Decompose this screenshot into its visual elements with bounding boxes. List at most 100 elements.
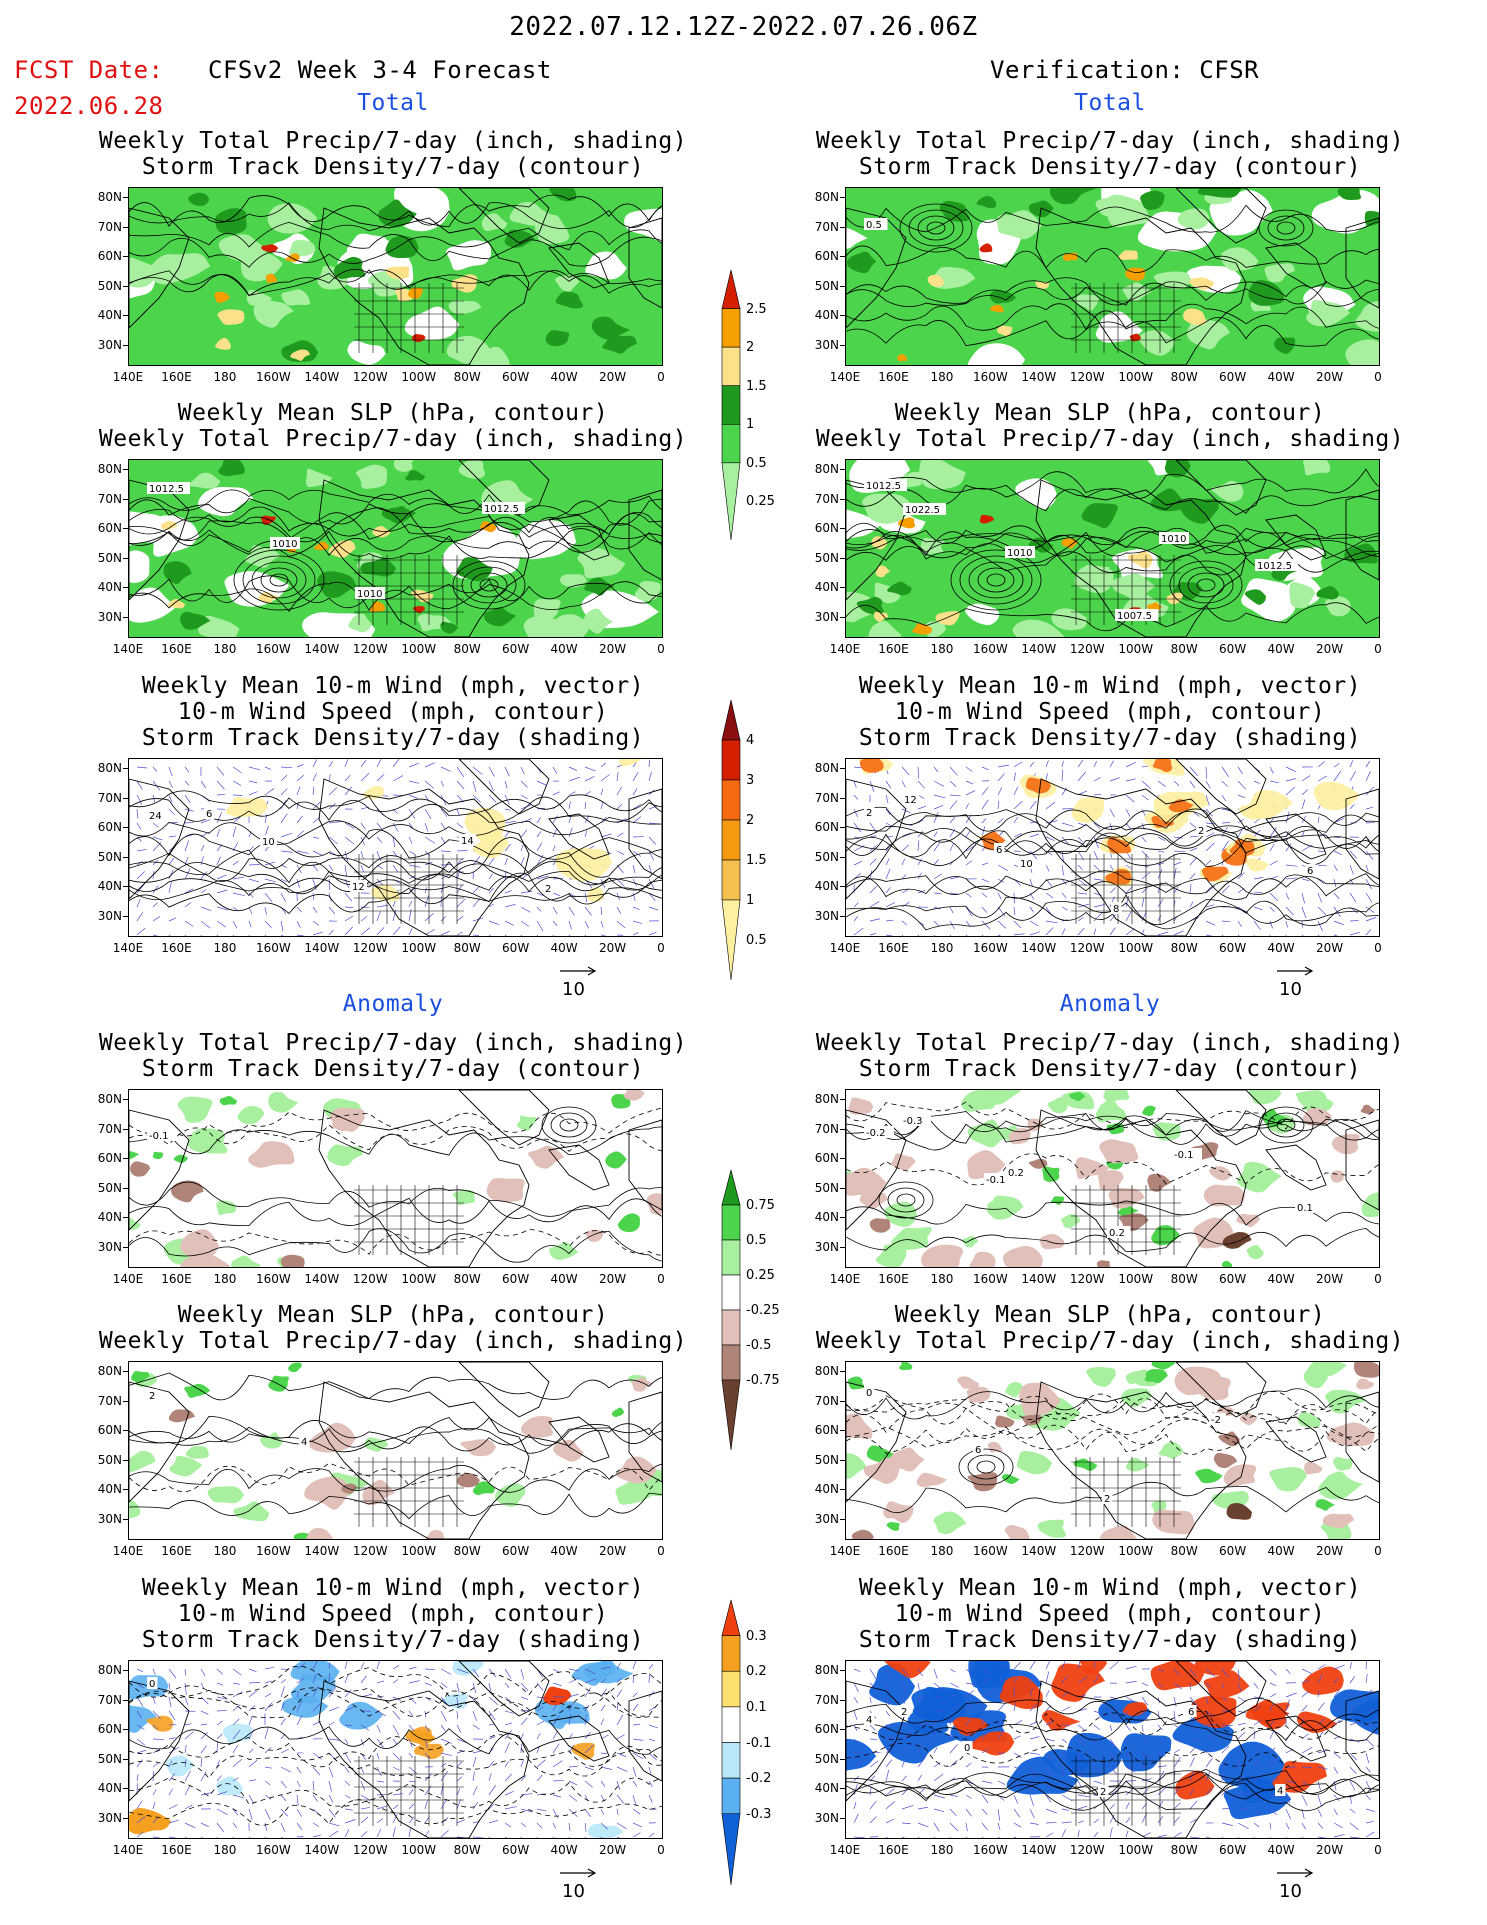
coastline — [846, 1109, 907, 1231]
wind-vector — [981, 1678, 990, 1684]
shading-blob — [1028, 1158, 1048, 1169]
wind-vector — [392, 1814, 398, 1824]
panel-title: Storm Track Density/7-day (contour) — [141, 1056, 645, 1082]
wind-vector — [216, 1775, 222, 1782]
lat-tick-mark — [123, 256, 128, 257]
wind-vector — [869, 1787, 872, 1796]
wind-vector — [184, 794, 191, 804]
wind-vector — [853, 1836, 865, 1838]
wind-vector — [440, 1798, 448, 1810]
shading-blob — [1194, 1661, 1236, 1676]
shading-blob — [1264, 263, 1296, 283]
shading-blob — [407, 287, 424, 299]
wind-vector — [885, 1769, 890, 1782]
shading-blob — [484, 607, 517, 627]
wind-vector — [200, 819, 211, 824]
lon-tick: 120W — [352, 370, 388, 384]
wind-vector — [328, 929, 334, 936]
wind-vector — [1061, 787, 1068, 796]
wind-vector — [408, 1789, 414, 1796]
wind-vector — [456, 822, 464, 829]
colorbar-label: 2 — [746, 813, 755, 828]
wind-vector — [997, 773, 1005, 782]
wind-vector — [392, 836, 396, 848]
wind-vector — [632, 1822, 643, 1828]
wind-vector — [568, 1703, 574, 1712]
wind-vector — [344, 850, 349, 862]
colorbar-segment — [721, 1777, 741, 1815]
contour-line — [846, 1395, 1379, 1425]
wind-vector — [901, 889, 909, 894]
wind-vector — [344, 1808, 353, 1811]
contour-line — [129, 1777, 662, 1808]
wind-vector — [1349, 932, 1360, 936]
wind-vector — [1157, 898, 1164, 908]
contour-label: 6 — [1307, 866, 1313, 877]
lat-tick-mark — [840, 285, 845, 287]
coastline — [129, 1381, 190, 1503]
wind-vector — [488, 887, 494, 894]
lon-tick: 160E — [161, 1544, 192, 1558]
lat-tick-mark — [840, 616, 845, 618]
wind-vector — [901, 858, 906, 866]
wind-vector — [1045, 1690, 1050, 1698]
wind-vector — [456, 1668, 469, 1674]
lon-tick: 160W — [972, 1544, 1008, 1558]
wind-vector — [1349, 1706, 1356, 1712]
contour-ring — [1267, 1112, 1305, 1138]
wind-vector — [1061, 906, 1068, 911]
wind-vector — [1189, 780, 1196, 789]
wind-vector — [584, 1668, 596, 1675]
lat-tick: 40N — [97, 308, 122, 322]
contour-label: 1012.5 — [1257, 561, 1292, 572]
coastline — [1345, 1391, 1379, 1483]
lon-tick: 60W — [502, 642, 530, 656]
wind-vector — [456, 898, 466, 908]
shading-blob — [1192, 1376, 1231, 1401]
wind-vector — [168, 1804, 178, 1810]
wind-vector — [184, 1744, 187, 1754]
wind-vector — [360, 759, 367, 768]
shading-blob — [1083, 564, 1110, 586]
lat-tick-mark — [840, 1788, 845, 1789]
wind-vector — [424, 1682, 433, 1686]
wind-vector — [1157, 1816, 1164, 1824]
shading-blob — [168, 1409, 196, 1423]
wind-vector — [136, 861, 143, 866]
wind-vector — [917, 872, 922, 880]
wind-vector — [1301, 789, 1308, 796]
wind-vector — [1109, 1804, 1115, 1810]
contour-ring — [1178, 566, 1234, 604]
contour-line — [846, 533, 1379, 563]
contour-line — [129, 511, 662, 543]
wind-vector — [933, 831, 938, 838]
wind-vector — [168, 1760, 173, 1768]
wind-vector — [504, 1822, 512, 1828]
lat-tick: 50N — [97, 278, 122, 293]
wind-vector — [456, 780, 465, 790]
wind-vector — [965, 1682, 975, 1685]
colorbar-label: 0.2 — [746, 1664, 767, 1680]
wind-vector — [965, 1704, 971, 1712]
wind-vector — [328, 1830, 339, 1838]
wind-vector — [853, 1813, 859, 1824]
wind-vector — [901, 1758, 906, 1768]
wind-vector — [997, 800, 1000, 810]
wind-vector — [981, 1836, 984, 1838]
wind-vector — [1125, 1752, 1131, 1759]
wind-vector — [997, 1688, 1004, 1698]
wind-vector — [1189, 1836, 1200, 1838]
lat-tick-mark — [840, 226, 845, 228]
shading-blob — [846, 1453, 867, 1479]
wind-vector — [1317, 850, 1326, 853]
wind-vector — [600, 1766, 612, 1770]
contour-label: 1007.5 — [1117, 611, 1152, 622]
wind-vector — [853, 780, 857, 788]
wind-vector — [1141, 897, 1145, 908]
lon-tick: 140E — [112, 941, 144, 955]
contour-line — [129, 795, 662, 823]
wind-vector — [885, 887, 891, 894]
wind-vector — [248, 846, 254, 852]
wind-vector — [360, 927, 371, 936]
lon-tick: 140E — [829, 941, 861, 955]
